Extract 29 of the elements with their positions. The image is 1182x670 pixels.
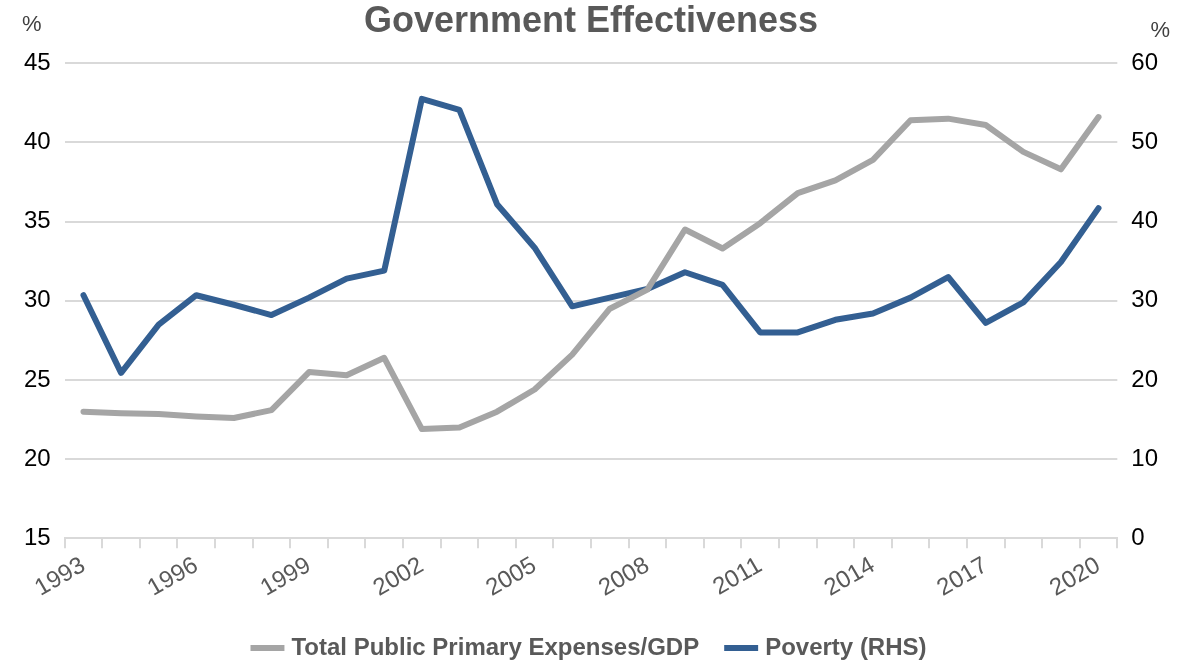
x-tick-label: 2020 [1044,550,1105,601]
y-tick-label: 25 [23,364,51,392]
y-tick-label: 15 [23,522,51,550]
y2-tick-label: 0 [1131,522,1145,550]
x-tick-label: 1993 [29,550,90,601]
y2-tick-label: 40 [1131,206,1159,234]
x-tick-label: 2005 [480,550,541,601]
y2-tick-label: 10 [1131,443,1159,471]
legend-label: Poverty (RHS) [765,632,927,660]
chart-title: Government Effectiveness [363,0,819,40]
x-tick-label: 1996 [142,550,203,601]
x-tick-label: 1999 [255,550,315,601]
y2-tick-label: 60 [1131,47,1159,75]
x-tick-label: 2017 [931,550,992,601]
legend-label: Total Public Primary Expenses/GDP [291,632,700,660]
y2-axis-title: % [1150,17,1170,43]
x-tick-label: 2002 [367,550,428,601]
x-tick-label: 2014 [819,550,879,601]
y2-tick-label: 50 [1131,127,1159,155]
y-tick-label: 40 [23,127,51,155]
y2-tick-label: 30 [1131,285,1159,313]
y-tick-label: 45 [23,47,51,75]
y-tick-label: 35 [23,206,51,234]
y-tick-label: 20 [23,443,51,471]
y-axis-title: % [22,11,42,37]
y-tick-label: 30 [23,285,51,313]
y2-tick-label: 20 [1131,364,1159,392]
x-tick-label: 2011 [707,550,766,600]
x-tick-label: 2008 [593,550,654,601]
